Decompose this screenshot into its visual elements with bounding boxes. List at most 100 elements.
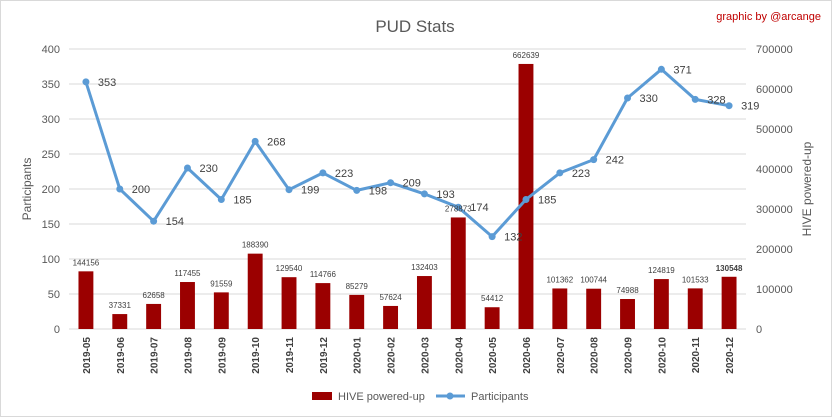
participants-value-label: 198 <box>369 185 387 197</box>
x-tick-label: 2019-09 <box>217 337 228 374</box>
participants-point <box>217 196 225 203</box>
bar-value-label: 278873 <box>445 204 472 213</box>
x-tick-label: 2020-03 <box>420 337 431 374</box>
bar-value-label: 57624 <box>379 293 402 302</box>
bar-value-label: 132403 <box>411 263 438 272</box>
bar-series <box>78 63 737 330</box>
bar-value-label: 129540 <box>276 264 303 273</box>
bar-value-label: 124819 <box>648 266 675 275</box>
right-tick-label: 0 <box>756 324 762 336</box>
left-tick-label: 200 <box>42 184 60 196</box>
x-tick-label: 2020-10 <box>657 337 668 374</box>
bar <box>586 288 602 329</box>
participants-point <box>183 164 191 172</box>
bar <box>112 314 128 329</box>
right-tick-label: 400000 <box>756 164 793 176</box>
x-tick-label: 2020-01 <box>353 337 364 374</box>
left-tick-label: 100 <box>42 254 60 266</box>
legend-label-hive: HIVE powered-up <box>338 391 425 403</box>
participants-value-label: 223 <box>572 168 590 180</box>
left-tick-label: 0 <box>54 324 60 336</box>
participants-value-label: 132 <box>504 232 522 244</box>
participants-value-label: 268 <box>267 136 285 148</box>
right-tick-label: 600000 <box>756 84 793 96</box>
x-tick-label: 2019-11 <box>285 337 296 374</box>
bar-value-label: 101362 <box>546 275 573 284</box>
right-tick-label: 100000 <box>756 284 793 296</box>
x-tick-label: 2020-02 <box>387 337 398 374</box>
participants-value-label: 223 <box>335 168 353 180</box>
right-tick-label: 200000 <box>756 244 793 256</box>
left-tick-label: 300 <box>42 114 60 126</box>
x-tick-label: 2020-07 <box>556 337 567 374</box>
axis-ticks: 0 50 100 150 200 250 300 350 400 0 100000 200000 300… <box>42 44 793 374</box>
left-tick-label: 250 <box>42 149 60 161</box>
x-tick-label: 2019-12 <box>319 337 330 374</box>
left-tick-label: 350 <box>42 79 60 91</box>
participants-value-label: 319 <box>741 101 759 113</box>
participants-point <box>725 102 733 110</box>
credit-text: graphic by @arcange <box>716 11 821 23</box>
participants-point <box>657 65 665 73</box>
bar <box>383 305 399 329</box>
line-series <box>82 65 733 241</box>
participants-point <box>353 186 361 194</box>
participants-point <box>116 185 124 193</box>
bar-value-label: 62658 <box>143 291 166 300</box>
participants-value-label: 209 <box>403 178 421 190</box>
legend: HIVE powered-up Participants <box>312 391 529 403</box>
bar <box>247 253 263 329</box>
bar <box>552 288 568 329</box>
x-tick-label: 2020-08 <box>590 337 601 374</box>
participants-point <box>691 95 699 103</box>
right-tick-label: 500000 <box>756 124 793 136</box>
bar <box>620 299 635 329</box>
chart-title: PUD Stats <box>375 17 454 36</box>
x-tick-label: 2019-07 <box>150 337 161 374</box>
participants-value-label: 154 <box>166 216 184 228</box>
bar-value-label: 54412 <box>481 294 504 303</box>
participants-line <box>84 67 730 239</box>
x-tick-label: 2019-08 <box>183 337 194 374</box>
participants-point <box>624 94 632 102</box>
right-tick-label: 700000 <box>756 44 793 56</box>
participants-value-label: 371 <box>673 64 691 76</box>
left-tick-label: 50 <box>48 289 60 301</box>
participants-point <box>319 169 327 177</box>
bar <box>450 217 466 329</box>
participants-point <box>590 156 598 164</box>
data-labels: 144156 37331 62658 117455 91559 188390 129540 1… <box>73 51 760 310</box>
participants-point <box>82 78 90 86</box>
bar-value-label: 85279 <box>346 282 369 291</box>
participants-point <box>420 190 428 198</box>
bar-value-label: 74988 <box>616 286 639 295</box>
bar <box>416 276 432 329</box>
x-tick-label: 2020-09 <box>624 337 635 374</box>
x-tick-label: 2020-12 <box>725 337 736 374</box>
participants-value-label: 200 <box>132 184 150 196</box>
x-tick-label: 2019-05 <box>82 337 93 374</box>
bar-value-label: 37331 <box>109 301 132 310</box>
left-tick-label: 400 <box>42 44 60 56</box>
bar-value-label: 130548 <box>716 264 743 273</box>
right-tick-label: 300000 <box>756 204 793 216</box>
x-tick-label: 2019-06 <box>116 337 127 374</box>
bar <box>78 271 94 329</box>
x-tick-label: 2019-10 <box>251 337 262 374</box>
participants-value-label: 193 <box>436 189 454 201</box>
x-tick-label: 2020-06 <box>522 337 533 374</box>
legend-swatch-hive <box>312 392 332 400</box>
left-axis-title: Participants <box>20 158 34 221</box>
bar-value-label: 101533 <box>682 275 709 284</box>
left-tick-label: 150 <box>42 219 60 231</box>
participants-value-label: 353 <box>98 77 116 89</box>
participants-value-label: 230 <box>199 163 217 175</box>
participants-value-label: 174 <box>470 202 488 214</box>
participants-point <box>387 179 395 187</box>
participants-value-label: 242 <box>606 155 624 167</box>
bar-value-label: 100744 <box>580 276 607 285</box>
participants-point <box>285 186 293 194</box>
bar <box>281 277 297 329</box>
